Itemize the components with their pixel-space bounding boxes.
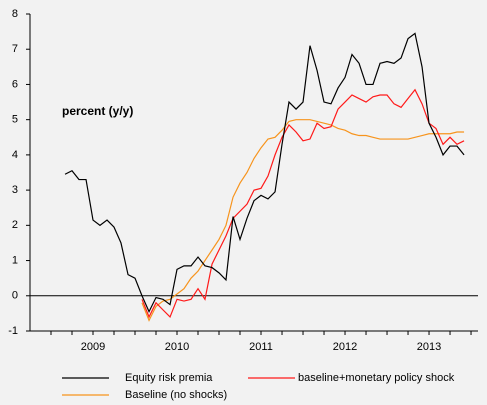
x-tick-label: 2013 [417,341,441,353]
y-tick-label: -1 [8,325,18,337]
y-tick-label: 2 [12,219,18,231]
y-tick-label: 4 [12,149,18,161]
annotation: percent (y/y) [62,104,133,118]
y-tick-label: 8 [12,8,18,20]
y-tick-label: 7 [12,43,18,55]
x-tick-label: 2011 [249,341,273,353]
x-tick-label: 2012 [333,341,357,353]
y-tick-label: 0 [12,290,18,302]
y-tick-label: 6 [12,78,18,90]
x-tick-label: 2009 [81,341,105,353]
series-line [141,119,465,322]
y-tick-label: 3 [12,184,18,196]
legend-label: Baseline (no shocks) [125,389,227,401]
x-tick-label: 2010 [165,341,189,353]
y-tick-label: 5 [12,114,18,126]
series-line [141,88,465,319]
legend-label: Equity risk premia [125,372,213,384]
series-line [64,32,465,314]
y-tick-label: 1 [12,254,18,266]
legend-label: baseline+monetary policy shock [298,372,455,384]
